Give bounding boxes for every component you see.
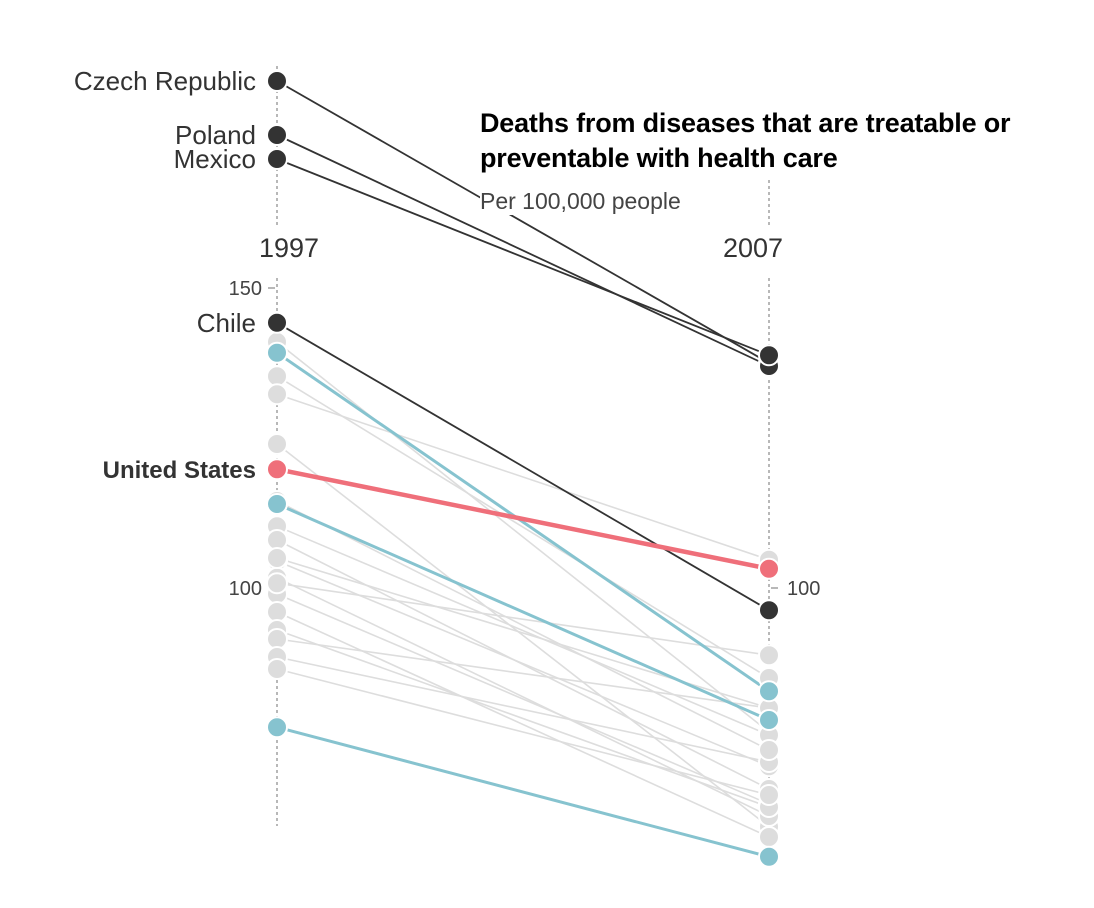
mexico-point-1997 [266, 148, 288, 170]
series-gray-line [276, 638, 770, 709]
series-gray-line [276, 393, 770, 561]
series-gray-line [276, 341, 770, 733]
mexico-label: Mexico [174, 144, 256, 174]
series-gray-line [276, 525, 770, 736]
x-tick-1997: 1997 [259, 233, 319, 263]
series-gray-line [276, 629, 770, 808]
mexico-line [276, 158, 770, 357]
series-gray-line [276, 560, 770, 767]
series-teal-line [276, 502, 770, 722]
y-tick-right-label: 100 [787, 578, 820, 600]
series-points [266, 70, 780, 868]
series-gray-point-1997 [266, 572, 288, 595]
czech-republic-line [276, 80, 770, 364]
poland-label: Poland [175, 120, 256, 150]
series-teal-line [276, 725, 770, 859]
united-states-label: United States [103, 457, 256, 484]
series-gray-line [276, 577, 770, 817]
series-gray-line [276, 593, 770, 805]
united-states-point-1997 [266, 458, 288, 481]
series-teal-point-2007 [758, 709, 780, 731]
axes: 150 100 100 [229, 66, 820, 836]
series-lines [276, 80, 770, 859]
series-teal-line [276, 351, 770, 693]
series-gray-line [276, 375, 770, 679]
czech-republic-point-1997 [266, 70, 288, 92]
series-gray-point-1997 [266, 383, 288, 406]
series-gray-line [276, 443, 770, 828]
mexico-point-2007 [758, 344, 780, 367]
series-gray-line [276, 500, 770, 751]
series-gray-point-1997 [266, 658, 288, 680]
united-states-line [276, 466, 770, 572]
series-gray-line [276, 539, 770, 790]
chart-subtitle: Per 100,000 people [480, 188, 685, 215]
chile-point-1997 [266, 311, 288, 334]
chile-label: Chile [197, 308, 256, 338]
y-tick-left-label: 150 [229, 278, 262, 300]
series-gray-point-2007 [758, 739, 780, 761]
series-teal-point-2007 [758, 845, 780, 868]
series-gray-line [276, 656, 770, 763]
series-gray-point-2007 [758, 784, 780, 806]
x-tick-2007: 2007 [723, 233, 783, 263]
series-gray-line [276, 668, 770, 796]
chile-line [276, 322, 770, 611]
series-gray-point-1997 [266, 433, 288, 455]
series-teal-point-1997 [266, 716, 288, 739]
poland-point-1997 [266, 124, 288, 146]
series-gray-line [276, 582, 770, 656]
poland-line [276, 134, 770, 367]
chart-title: Deaths from diseases that are treatable … [480, 108, 1011, 173]
series-teal-point-1997 [266, 493, 288, 515]
y-tick-left-label: 100 [229, 578, 262, 600]
series-gray-point-2007 [758, 644, 780, 667]
united-states-point-2007 [758, 557, 780, 580]
series-teal-point-1997 [266, 341, 288, 364]
series-gray-point-1997 [266, 547, 288, 569]
czech-republic-label: Czech Republic [74, 66, 256, 96]
series-gray-line [276, 611, 770, 838]
series-gray-point-2007 [758, 826, 780, 848]
series-teal-point-2007 [758, 680, 780, 703]
chile-point-2007 [758, 599, 780, 622]
